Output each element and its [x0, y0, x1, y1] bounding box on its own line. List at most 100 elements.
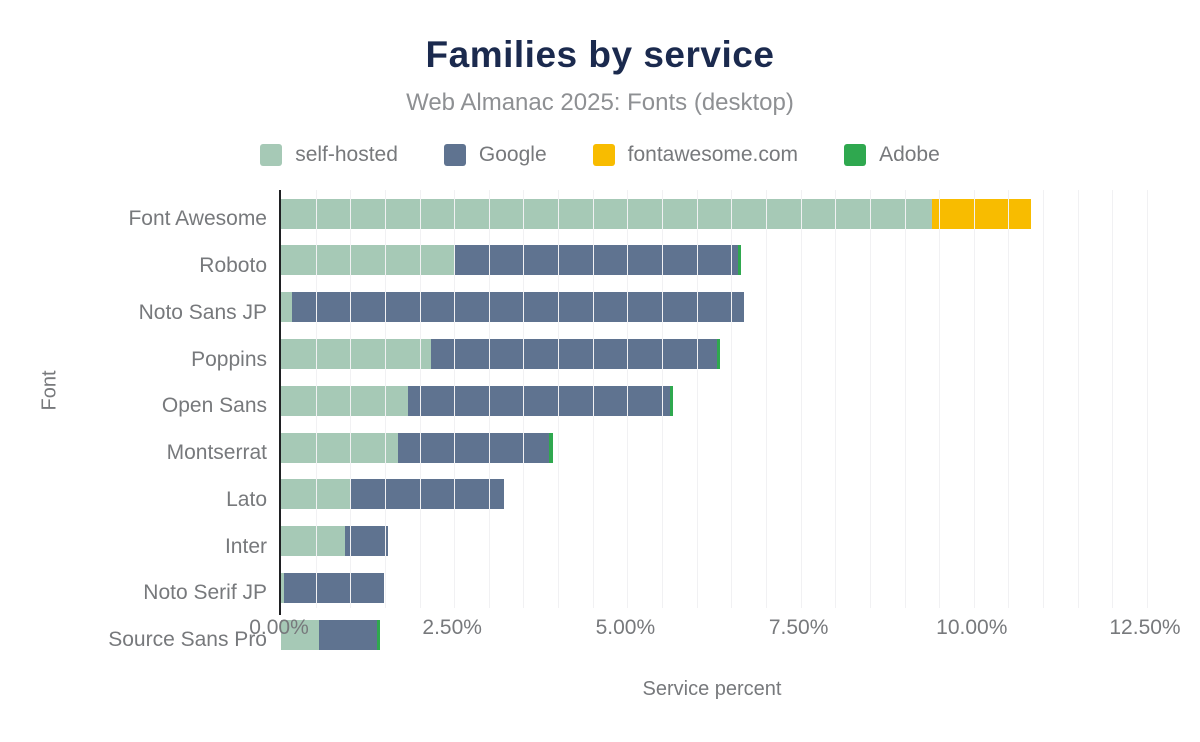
bar-segment-adobe[interactable]	[716, 338, 721, 369]
bar-segment-self-hosted[interactable]	[281, 292, 293, 323]
chart-title: Families by service	[425, 34, 775, 75]
stacked-bar	[281, 432, 1147, 463]
gridline	[1077, 190, 1079, 608]
bar-segment-google[interactable]	[350, 479, 505, 510]
gridline	[1112, 190, 1114, 608]
y-axis-category-label: Source Sans Pro	[108, 628, 267, 652]
gridline	[488, 190, 490, 608]
bar-segment-self-hosted[interactable]	[281, 245, 454, 276]
gridline	[973, 190, 975, 608]
bar-segment-self-hosted[interactable]	[281, 338, 431, 369]
gridline	[869, 190, 871, 608]
gridline	[800, 190, 802, 608]
stacked-bar	[281, 198, 1147, 229]
bar-row-open-sans: Open Sans	[162, 385, 1147, 427]
gridline	[1008, 190, 1010, 608]
plot-area: Font Awesome Roboto Noto Sans JP Poppins Ope…	[108, 190, 1148, 651]
legend-label: Adobe	[879, 143, 940, 166]
y-axis-category-label: Open Sans	[161, 394, 267, 418]
chart-subtitle: Web Almanac 2025: Fonts (desktop)	[406, 89, 794, 116]
legend-label: fontawesome.com	[627, 143, 799, 166]
legend-label: self-hosted	[295, 143, 398, 166]
gridline	[350, 190, 352, 608]
bar-segment-google[interactable]	[345, 526, 388, 557]
bar-segment-self-hosted[interactable]	[281, 526, 346, 557]
legend-item-self-hosted[interactable]: self-hosted	[260, 143, 398, 167]
bar-segment-google[interactable]	[292, 292, 744, 323]
stacked-bar	[281, 292, 1147, 323]
legend-swatch-icon	[260, 144, 283, 166]
gridline	[558, 190, 560, 608]
gridline	[731, 190, 733, 608]
gridline	[765, 190, 767, 608]
bar-segment-adobe[interactable]	[377, 619, 381, 650]
bar-segment-google[interactable]	[319, 619, 378, 650]
legend-item-google[interactable]: Google	[443, 143, 547, 167]
bar-row-lato: Lato	[226, 479, 1147, 520]
gridline	[1043, 190, 1045, 608]
stacked-bar	[281, 385, 1147, 416]
stacked-bar	[281, 338, 1147, 369]
y-axis-category-label: Font Awesome	[128, 207, 267, 231]
stacked-bar	[281, 526, 1147, 557]
bar-segment-google[interactable]	[398, 432, 550, 463]
legend-swatch-icon	[592, 144, 615, 166]
x-axis-tick-label: 2.50%	[422, 616, 482, 639]
bar-segment-adobe[interactable]	[670, 385, 674, 416]
stacked-bar	[281, 479, 1147, 510]
x-axis-tick-label: 10.00%	[936, 616, 1008, 639]
legend-swatch-icon	[844, 144, 867, 166]
x-axis-tick-label: 7.50%	[768, 616, 829, 639]
x-axis-tick-label: 0.00%	[249, 616, 309, 639]
stacked-bar	[281, 619, 1147, 650]
y-axis-category-label: Poppins	[191, 347, 267, 371]
x-axis-title: Service percent	[642, 678, 782, 700]
legend-swatch-icon	[443, 144, 466, 166]
legend-item-fontawesome-com[interactable]: fontawesome.com	[592, 143, 799, 167]
bar-row-roboto: Roboto	[199, 245, 1147, 286]
bar-segment-adobe[interactable]	[549, 432, 553, 463]
y-axis-category-label: Noto Sans JP	[138, 300, 267, 324]
gridline	[835, 190, 837, 608]
bar-segment-fontawesome-com[interactable]	[931, 198, 1032, 229]
bar-row-noto-sans-jp: Noto Sans JP	[139, 292, 1147, 333]
stacked-bar	[281, 245, 1147, 276]
bar-segment-self-hosted[interactable]	[281, 198, 932, 229]
bar-row-noto-serif-jp: Noto Serif JP	[143, 572, 1147, 614]
gridline	[592, 190, 594, 608]
gridline	[1147, 190, 1148, 608]
gridline	[315, 190, 317, 608]
bar-row-montserrat: Montserrat	[167, 432, 1147, 474]
bar-segment-self-hosted[interactable]	[281, 572, 285, 603]
bar-row-source-sans-pro: Source Sans Pro	[108, 619, 1147, 661]
x-axis-zero-tick	[279, 608, 281, 615]
bar-segment-google[interactable]	[284, 572, 384, 603]
y-axis-category-label: Montserrat	[166, 441, 267, 465]
gridline	[662, 190, 664, 608]
bar-segment-adobe[interactable]	[737, 245, 741, 276]
bar-segment-self-hosted[interactable]	[281, 619, 320, 650]
x-axis-tick-labels: 0.00% 2.50% 5.00% 7.50% 10.00% 12.50%	[249, 616, 1180, 642]
bar-segment-google[interactable]	[408, 385, 671, 416]
gridline	[627, 190, 629, 608]
gridline	[523, 190, 525, 608]
bar-segment-google[interactable]	[453, 245, 738, 276]
bar-row-inter: Inter	[225, 526, 1147, 567]
gridline	[939, 190, 941, 608]
legend-label: Google	[478, 143, 547, 166]
bar-row-font-awesome: Font Awesome	[128, 198, 1147, 240]
y-axis-category-label: Inter	[224, 534, 267, 558]
bar-segment-self-hosted[interactable]	[281, 432, 399, 463]
y-axis-category-label: Noto Serif JP	[143, 581, 267, 605]
x-axis-tick-label: 12.50%	[1109, 616, 1181, 639]
stacked-bar	[281, 572, 1147, 603]
gridline	[419, 190, 421, 608]
bar-row-poppins: Poppins	[191, 338, 1147, 380]
bar-segment-self-hosted[interactable]	[281, 385, 409, 416]
bar-segment-google[interactable]	[430, 338, 717, 369]
gridline	[904, 190, 906, 608]
x-axis-tick-label: 5.00%	[595, 616, 656, 639]
legend-item-adobe[interactable]: Adobe	[844, 143, 940, 167]
bar-rows: Font Awesome Roboto Noto Sans JP Poppins Ope…	[108, 193, 1147, 661]
